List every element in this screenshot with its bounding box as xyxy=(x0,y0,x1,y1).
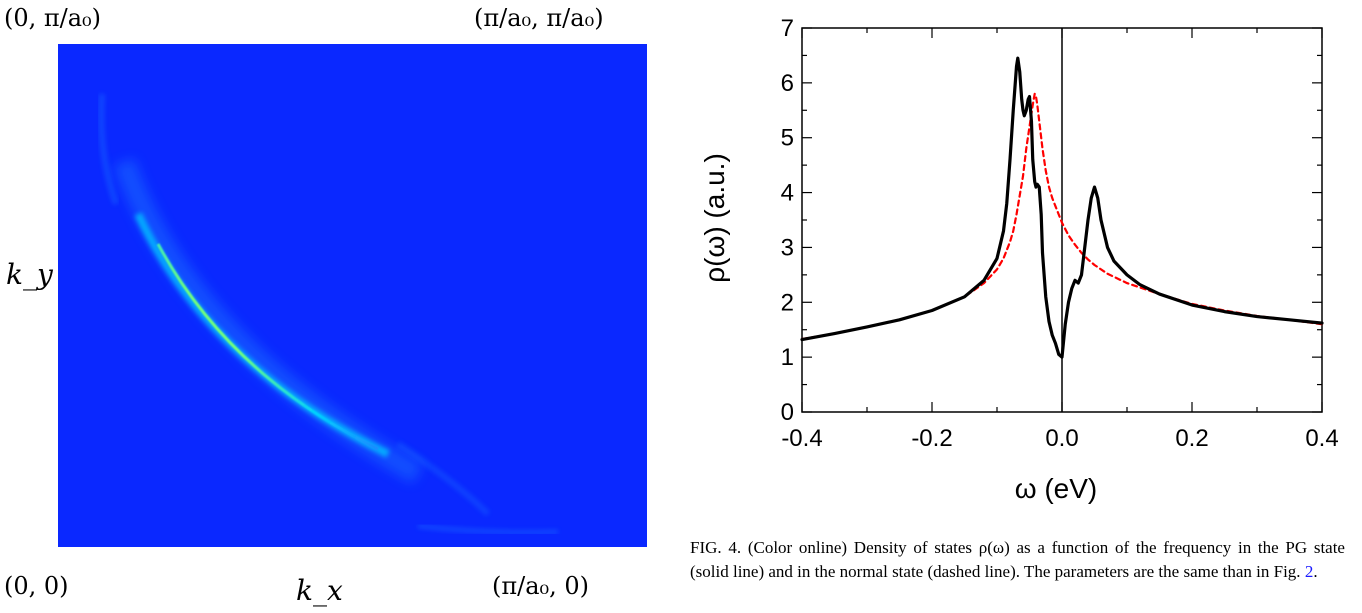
ky-axis-label: k_y xyxy=(6,258,53,291)
dos-series-normal-state xyxy=(800,92,1324,341)
dos-x-tick-label: -0.4 xyxy=(781,425,822,452)
dos-x-tick-label: 0.2 xyxy=(1175,425,1208,452)
dos-x-axis-label: ω (eV) xyxy=(1015,473,1098,504)
caption-figure-ref-link[interactable]: 2 xyxy=(1304,562,1314,581)
heatmap-ghost-arc-top xyxy=(98,93,119,206)
caption-end: . xyxy=(1313,562,1318,581)
spectral-heatmap xyxy=(58,44,647,547)
heatmap-ghost-arc-bottom xyxy=(417,523,559,535)
figure-caption: FIG. 4. (Color online) Density of states… xyxy=(690,536,1345,584)
dos-y-tick-label: 3 xyxy=(781,234,794,261)
dos-labels: ω (eV) ρ(ω) (a.u.) xyxy=(699,153,1097,504)
dos-x-tick-label: 0.0 xyxy=(1045,425,1078,452)
dos-y-tick-label: 4 xyxy=(781,180,794,207)
dos-y-tick-label: 2 xyxy=(781,289,794,316)
kx-axis-label: k_x xyxy=(296,574,343,607)
heatmap-arc-core xyxy=(156,243,379,451)
corner-label-top-left: (0, π/a₀) xyxy=(4,4,102,32)
dos-y-tick-label: 0 xyxy=(781,399,794,426)
dos-y-tick-label: 5 xyxy=(781,125,794,152)
dos-y-tick-label: 1 xyxy=(781,344,794,371)
corner-label-bottom-right: (π/a₀, 0) xyxy=(492,572,590,600)
heatmap-background xyxy=(58,44,647,547)
caption-text: (Color online) Density of states ρ(ω) as… xyxy=(690,538,1345,581)
dos-line-chart: -0.4 -0.2 0.0 0.2 0.4 0 1 2 3 4 5 6 7 ω (eV) ρ(ω) (a… xyxy=(699,15,1339,504)
dos-y-axis-label: ρ(ω) (a.u.) xyxy=(699,153,730,283)
dos-axes: -0.4 -0.2 0.0 0.2 0.4 0 1 2 3 4 5 6 7 xyxy=(781,15,1339,452)
caption-label: FIG. 4. xyxy=(690,538,742,557)
heatmap-ghost-arc-right xyxy=(396,441,491,517)
dos-x-tick-label: 0.4 xyxy=(1305,425,1338,452)
dos-series-pg-state xyxy=(800,56,1324,359)
dos-x-tick-label: -0.2 xyxy=(911,425,952,452)
dos-series xyxy=(800,56,1324,359)
dos-y-tick-label: 7 xyxy=(781,15,794,42)
dos-y-tick-label: 6 xyxy=(781,70,794,97)
corner-label-bottom-left: (0, 0) xyxy=(4,572,69,600)
corner-label-top-right: (π/a₀, π/a₀) xyxy=(474,4,604,32)
